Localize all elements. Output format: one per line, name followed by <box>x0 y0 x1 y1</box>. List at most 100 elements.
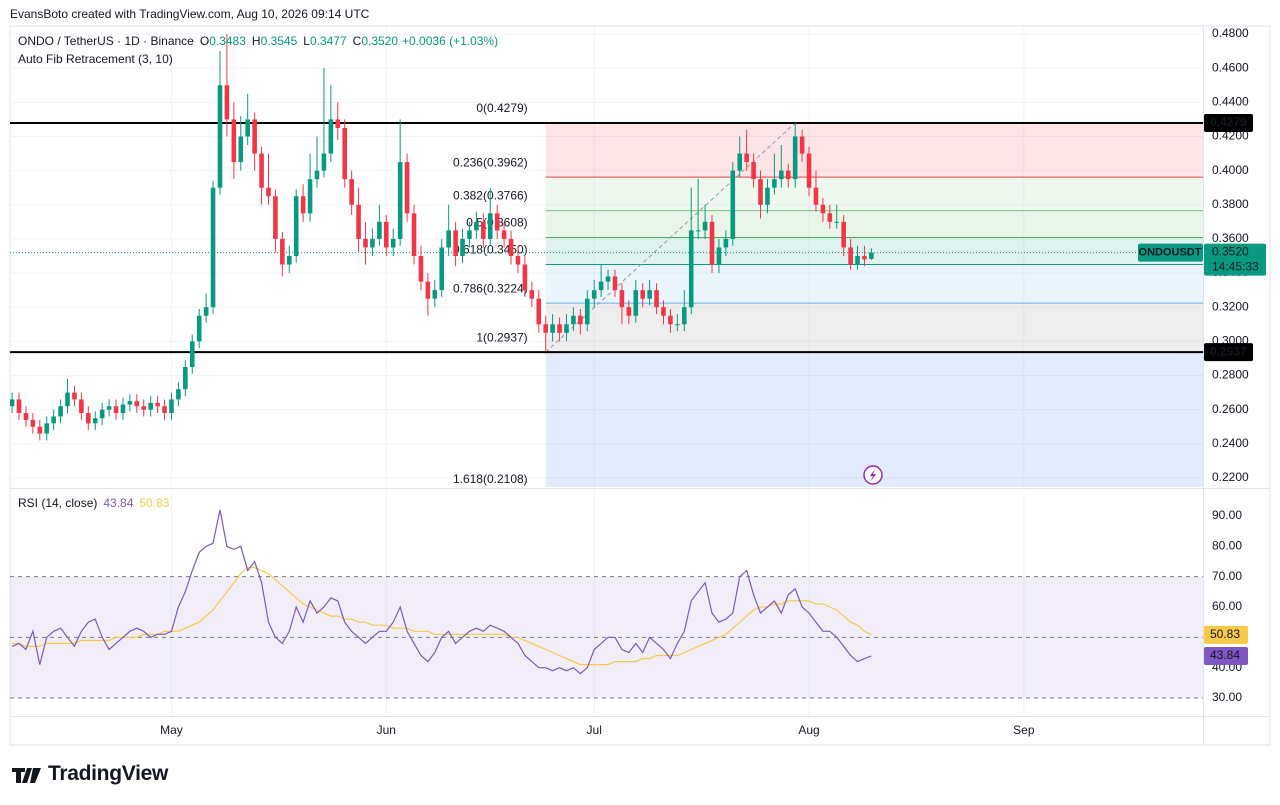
candle-body <box>383 221 389 248</box>
candle-body <box>266 187 271 197</box>
price-tag-label: 0.2937 <box>1210 344 1247 358</box>
candle-body <box>363 238 368 248</box>
candle-body <box>827 213 833 222</box>
ohlc-key: O <box>199 34 210 48</box>
candle-body <box>425 281 431 299</box>
fib-zone <box>545 352 1203 487</box>
candle-body <box>487 213 493 239</box>
candle-body <box>196 315 202 342</box>
candle-body <box>661 307 666 316</box>
ohlc-value: 0.3520 <box>361 34 399 48</box>
candle-body <box>58 406 63 417</box>
candle-body <box>612 276 618 291</box>
candle-body <box>481 221 486 239</box>
candle-body <box>72 392 77 400</box>
price-tag <box>1204 113 1253 132</box>
candle-body <box>744 153 749 163</box>
candle-body <box>349 179 354 205</box>
candle-body <box>702 221 708 231</box>
candle-body <box>99 409 105 419</box>
candle-body <box>307 179 313 214</box>
y-tick-label: 0.2800 <box>1212 368 1249 382</box>
candle-body <box>675 324 680 326</box>
candle-body <box>716 247 722 265</box>
candle-body <box>280 238 285 265</box>
candle-body <box>446 230 451 248</box>
candle-body <box>51 416 56 424</box>
candle-body <box>564 324 569 333</box>
candle-body <box>30 419 36 427</box>
candle-body <box>584 298 590 325</box>
fib-label: 1(0.2937) <box>476 330 527 344</box>
candle-body <box>432 290 438 299</box>
candle-body <box>286 255 292 265</box>
candle-body <box>605 276 611 282</box>
ohlc-value: 0.3477 <box>309 34 347 48</box>
price-tag-label: 0.4279 <box>1210 115 1247 129</box>
y-tick-label: 0.3600 <box>1212 231 1249 245</box>
candle-body <box>404 162 410 214</box>
candle-body <box>321 153 327 171</box>
fib-zone <box>545 177 1203 211</box>
candle-body <box>578 315 583 325</box>
fib-label: 1.618(0.2108) <box>453 472 528 486</box>
candle-body <box>820 204 826 214</box>
candle-body <box>654 290 659 308</box>
price-tag <box>1204 243 1266 276</box>
fib-label: 0.786(0.3224) <box>453 281 528 295</box>
credit: EvansBoto created with TradingView.com, … <box>10 7 370 21</box>
candle-body <box>668 315 673 325</box>
candle-body <box>356 204 361 239</box>
candle-body <box>418 255 424 282</box>
y-tick-label: 0.2200 <box>1212 470 1249 484</box>
fib-zone <box>545 237 1203 265</box>
candle-body <box>695 230 701 232</box>
frame <box>9 25 1271 746</box>
candle-body <box>779 170 784 180</box>
candle-body <box>252 119 257 154</box>
fib-zone <box>545 210 1203 238</box>
candle-body <box>203 307 209 316</box>
candle-body <box>515 255 521 265</box>
candle-body <box>619 290 625 308</box>
rsi-header: RSI (14, close) 43.84 50.83 <box>18 496 169 510</box>
candle-body <box>92 418 98 424</box>
candle-body <box>120 404 126 414</box>
candle-body <box>834 221 840 223</box>
candle-body <box>245 119 250 137</box>
candle-body <box>688 230 694 308</box>
candle-body <box>522 264 528 291</box>
rsi-line <box>12 567 872 666</box>
candle-body <box>113 406 119 414</box>
candle-body <box>231 119 237 163</box>
candle-body <box>806 153 812 188</box>
x-tick-label: Jun <box>377 723 396 737</box>
candle-body <box>758 179 763 205</box>
rsi-ma-value: 50.83 <box>139 496 170 510</box>
rsi-tag <box>1204 647 1248 666</box>
candle-body <box>106 406 112 410</box>
candle-body <box>543 324 548 333</box>
candle-body <box>494 213 500 231</box>
x-tick-label: May <box>160 723 183 737</box>
rsi-line <box>11 509 872 675</box>
candle-body <box>571 315 576 325</box>
candle-body <box>723 238 729 248</box>
candle-body <box>183 366 188 390</box>
rsi-tag <box>1204 625 1248 644</box>
candle-body <box>536 298 542 325</box>
candle-body <box>626 307 632 316</box>
candle-body <box>751 162 756 180</box>
axes: 0.4800 0.4600 0.4400 0.4200 0.4000 0.3800 0.36… <box>160 26 1266 737</box>
symbol-tag <box>1138 243 1203 262</box>
candle-body <box>259 153 264 188</box>
candle-body <box>737 153 743 171</box>
countdown-label: 14:45:33 <box>1212 260 1259 274</box>
candle-body <box>439 247 445 291</box>
fib-label: 0(0.4279) <box>476 101 527 115</box>
candle-body <box>162 406 167 414</box>
candle-body <box>792 136 798 180</box>
candle-body <box>390 238 396 248</box>
fib-label: 0.236(0.3962) <box>453 155 528 169</box>
y-tick-label: 0.4000 <box>1212 163 1249 177</box>
